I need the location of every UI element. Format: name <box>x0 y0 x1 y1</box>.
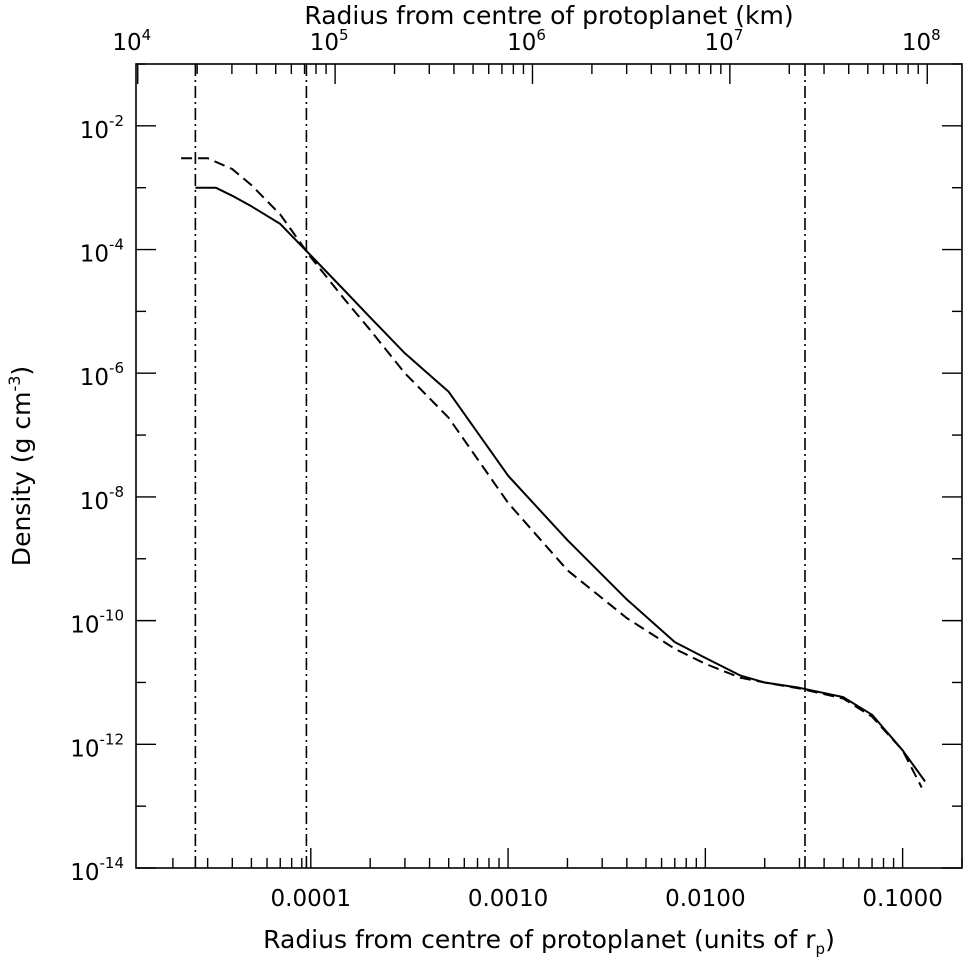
x-axis-label-top-text: Radius from centre of protoplanet (km) <box>304 1 793 30</box>
x-tick-label-top: 105 <box>310 26 349 56</box>
x-axis-label-bottom-text: Radius from centre of protoplanet (units… <box>263 925 816 954</box>
y-tick-label: 10-2 <box>80 112 124 144</box>
tick-labels: 0.0001 0.0010 0.0100 0.1000 104 105 106 107 108 1… <box>70 26 943 912</box>
x-axis-label-top: Radius from centre of protoplanet (km) <box>304 1 793 30</box>
x-axis-label-bottom: Radius from centre of protoplanet (units… <box>263 925 835 958</box>
x-axis-label-bottom-close: ) <box>825 925 835 954</box>
dashed-density-curve <box>181 157 923 788</box>
axis-ticks <box>136 63 963 869</box>
plot-frame <box>135 63 963 869</box>
x-tick-label-bottom: 0.1000 <box>862 886 942 912</box>
y-axis-label-close: ) <box>7 366 36 376</box>
y-tick-label: 10-6 <box>80 359 124 391</box>
x-tick-label-bottom: 0.0001 <box>271 886 351 912</box>
y-tick-label: 10-14 <box>70 854 124 886</box>
y-axis-label-sup: -3 <box>5 376 24 392</box>
x-tick-label-top: 108 <box>902 26 941 56</box>
y-axis-label-text: Density (g cm <box>7 392 36 567</box>
x-tick-label-top: 104 <box>112 26 151 56</box>
x-tick-label-bottom: 0.0010 <box>468 886 548 912</box>
x-axis-label-bottom-sub: p <box>816 940 826 958</box>
y-axis-label: Density (g cm-3) <box>5 366 36 566</box>
y-tick-label: 10-12 <box>70 730 124 762</box>
y-tick-label: 10-10 <box>70 607 124 639</box>
solid-density-curve <box>195 186 926 783</box>
series-layer <box>181 157 926 788</box>
x-tick-label-bottom: 0.0100 <box>665 886 745 912</box>
vertical-reference-lines <box>194 64 806 868</box>
y-tick-label: 10-4 <box>80 236 124 268</box>
x-tick-label-top: 107 <box>704 26 743 56</box>
y-tick-label: 10-8 <box>80 483 124 515</box>
x-tick-label-top: 106 <box>507 26 546 56</box>
